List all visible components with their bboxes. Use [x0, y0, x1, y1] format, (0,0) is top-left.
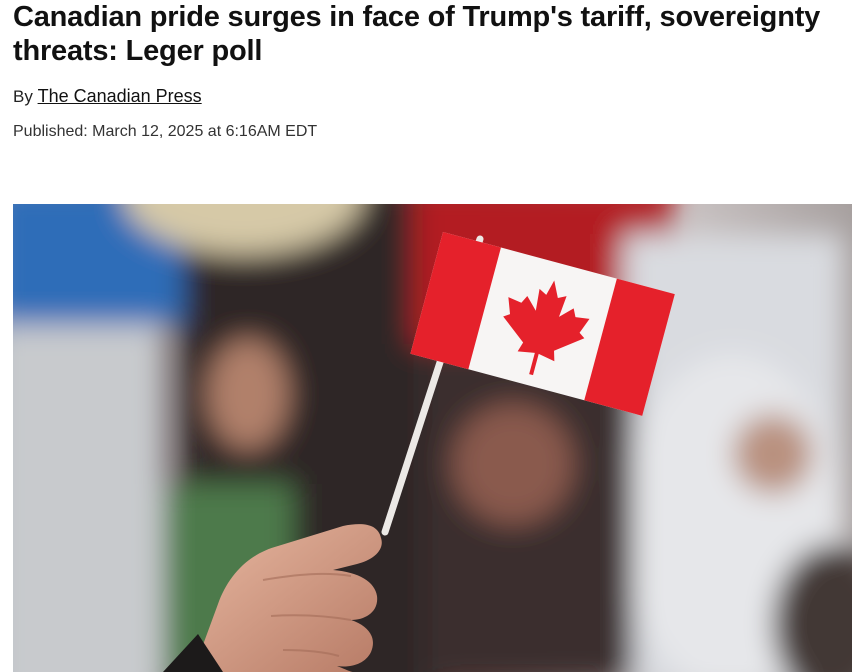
- byline: By The Canadian Press: [13, 85, 202, 108]
- canadian-flag-icon: [410, 232, 675, 416]
- article-headline: Canadian pride surges in face of Trump's…: [13, 1, 821, 67]
- author-link[interactable]: The Canadian Press: [37, 86, 202, 106]
- byline-prefix: By: [13, 87, 33, 106]
- hero-image: [13, 204, 852, 672]
- published-date: Published: March 12, 2025 at 6:16AM EDT: [13, 123, 318, 140]
- hero-photo-illustration: [13, 204, 852, 672]
